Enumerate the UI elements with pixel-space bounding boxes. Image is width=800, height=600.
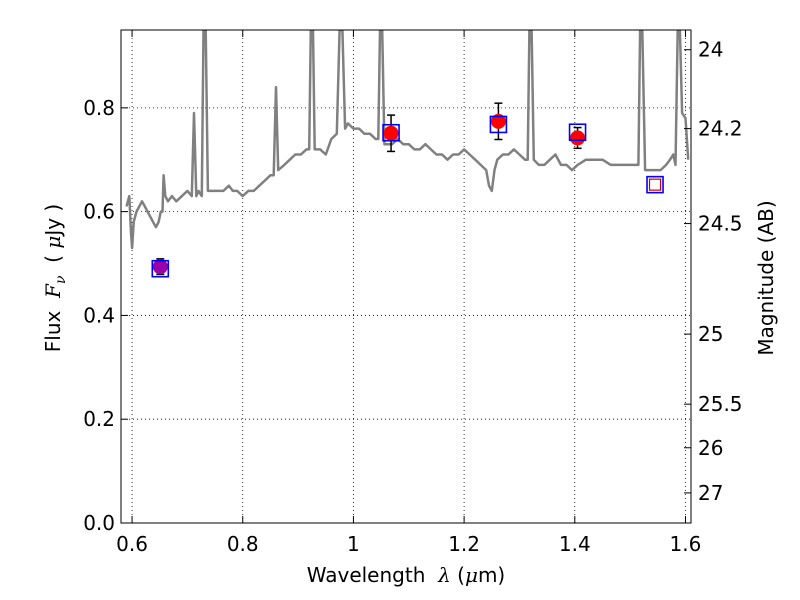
y-tick-label: 0.2 [83, 407, 115, 431]
x-tick-label: 1.4 [559, 532, 591, 556]
model-photometry-box [646, 175, 664, 194]
y2-tick-label: 24.2 [698, 117, 743, 141]
y-axis-label: Flux Fν ( μJy ) [41, 204, 69, 352]
y2-tick-label: 24 [698, 38, 723, 62]
observed-point [152, 259, 168, 275]
y2-tick-label: 24.5 [698, 212, 743, 236]
model-box-inner [648, 178, 662, 191]
model-box-outer [489, 115, 508, 134]
model-photometry-box [151, 259, 170, 278]
y2-axis-label: Magnitude (AB) [754, 200, 778, 355]
x-tick-label: 0.6 [116, 532, 148, 556]
y-tick-label: 0.0 [83, 511, 115, 535]
model-box-outer [151, 259, 170, 278]
model-spectrum-layer [125, 30, 690, 250]
observed-points-layer [152, 113, 586, 275]
x-axis-ticks: 0.6 0.8 1 1.2 1.4 1.6 [116, 30, 701, 556]
model-box-outer [646, 175, 664, 194]
model-box-outer [568, 123, 587, 142]
x-tick-label: 0.8 [227, 532, 259, 556]
y2-tick-label: 25.5 [698, 392, 743, 416]
x-tick-label: 1.2 [448, 532, 480, 556]
model-box-outer [382, 123, 400, 142]
y2-axis-ticks: 24 24.2 24.5 25 25.5 26 27 [684, 38, 743, 505]
model-photometry-box [489, 115, 508, 134]
plot-frame [120, 29, 692, 524]
y2-tick-label: 26 [698, 436, 723, 460]
observed-point [383, 125, 399, 141]
x-axis-label: Wavelength λ (μm) [307, 563, 506, 587]
errorbar-layer [156, 102, 582, 276]
y-tick-label: 0.4 [83, 303, 115, 327]
y-axis-ticks: 0.0 0.2 0.4 0.6 0.8 [83, 96, 128, 535]
y-tick-label: 0.6 [83, 200, 115, 224]
y2-tick-label: 27 [698, 481, 723, 505]
y-tick-label: 0.8 [83, 96, 115, 120]
observed-point [490, 113, 506, 129]
y2-tick-label: 25 [698, 322, 723, 346]
model-spectrum-line [125, 30, 690, 250]
x-tick-label: 1.6 [670, 532, 702, 556]
x-tick-label: 1 [347, 532, 360, 556]
model-photometry-box [382, 123, 400, 142]
model-photometry-layer [151, 115, 664, 278]
observed-point [570, 130, 586, 146]
model-photometry-box [568, 123, 587, 142]
